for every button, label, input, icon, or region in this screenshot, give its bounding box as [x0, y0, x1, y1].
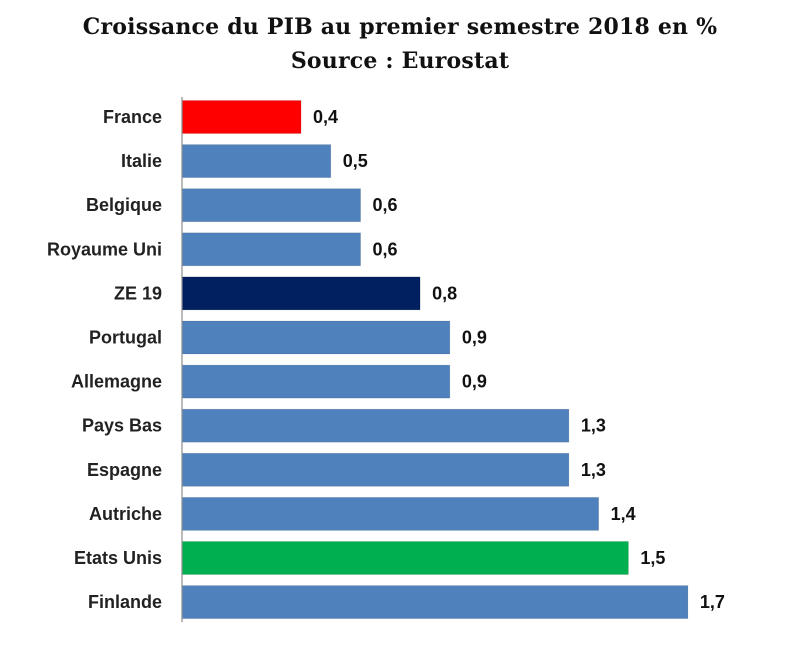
- category-label: Portugal: [89, 328, 162, 348]
- category-label: Autriche: [89, 504, 162, 524]
- value-label: 0,8: [432, 283, 457, 303]
- value-label: 1,7: [700, 592, 725, 612]
- value-label: 0,5: [343, 151, 368, 171]
- category-label: ZE 19: [114, 283, 162, 303]
- bar-allemagne: [181, 364, 451, 399]
- value-label: 1,3: [581, 460, 606, 480]
- bar-belgique: [181, 188, 361, 223]
- value-label: 0,6: [373, 195, 398, 215]
- category-label: Royaume Uni: [47, 239, 162, 259]
- bar-pays-bas: [181, 408, 570, 443]
- bar-portugal: [181, 320, 451, 355]
- category-label: Espagne: [87, 460, 162, 480]
- bar-ze-19: [181, 276, 421, 311]
- chart-subtitle: Source : Eurostat: [290, 48, 510, 74]
- bar-france: [181, 100, 302, 134]
- category-label: Italie: [121, 151, 162, 171]
- category-label: Allemagne: [71, 372, 162, 392]
- value-label: 0,6: [373, 239, 398, 259]
- bar-royaume-uni: [181, 232, 361, 267]
- bars-layer: France 0,4 Italie 0,5 Belgique 0,6 Royaume Uni…: [47, 100, 725, 619]
- value-label: 1,4: [611, 504, 636, 524]
- category-label: Etats Unis: [74, 548, 162, 568]
- value-label: 0,9: [462, 372, 487, 392]
- chart-title: Croissance du PIB au premier semestre 20…: [82, 14, 718, 40]
- value-label: 1,5: [640, 548, 665, 568]
- category-label: Finlande: [88, 592, 162, 612]
- value-label: 1,3: [581, 416, 606, 436]
- value-label: 0,9: [462, 328, 487, 348]
- bar-espagne: [181, 452, 570, 487]
- bar-finlande: [181, 585, 689, 619]
- bar-italie: [181, 144, 332, 179]
- category-label: France: [103, 107, 162, 127]
- bar-autriche: [181, 496, 600, 531]
- value-label: 0,4: [313, 107, 338, 127]
- bar-etats-unis: [181, 541, 629, 575]
- category-label: Pays Bas: [82, 416, 162, 436]
- category-label: Belgique: [86, 195, 162, 215]
